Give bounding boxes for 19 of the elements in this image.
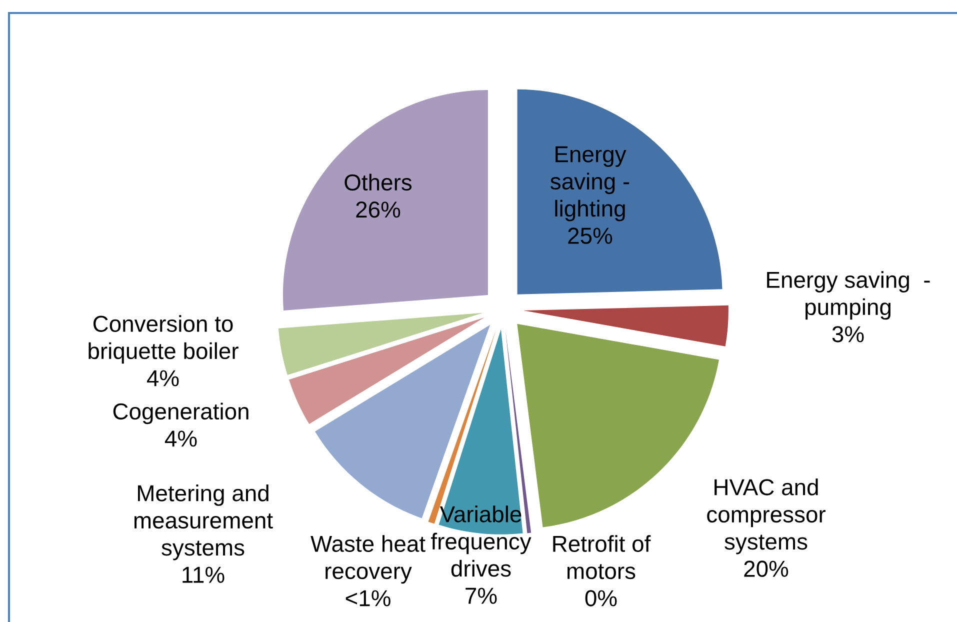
data-label: 7% (466, 588, 497, 604)
slice-label: HVAC and compressor systems (707, 478, 826, 554)
slice-label: Metering and measurement systems (134, 484, 273, 560)
slice-label: Waste heat recovery (310, 535, 426, 584)
slice-label: Others (344, 174, 412, 191)
data-label: 4% (164, 430, 197, 447)
slice-label: Conversion to briquette boiler (88, 315, 238, 364)
data-label: 26% (356, 202, 400, 218)
data-label: <1% (346, 590, 390, 606)
data-label: 25% (568, 228, 612, 244)
slice-label: Energy saving - lighting (550, 146, 630, 222)
data-label: 20% (744, 560, 788, 577)
slice-label: Cogeneration (113, 402, 248, 424)
data-label: 0% (585, 590, 617, 606)
data-label: 3% (832, 326, 864, 342)
slice-label: Retrofit of motors (553, 535, 651, 580)
data-label: 4% (146, 370, 179, 386)
data-label: 11% (182, 566, 224, 583)
slice-label: Energy saving - pumping (767, 271, 930, 320)
